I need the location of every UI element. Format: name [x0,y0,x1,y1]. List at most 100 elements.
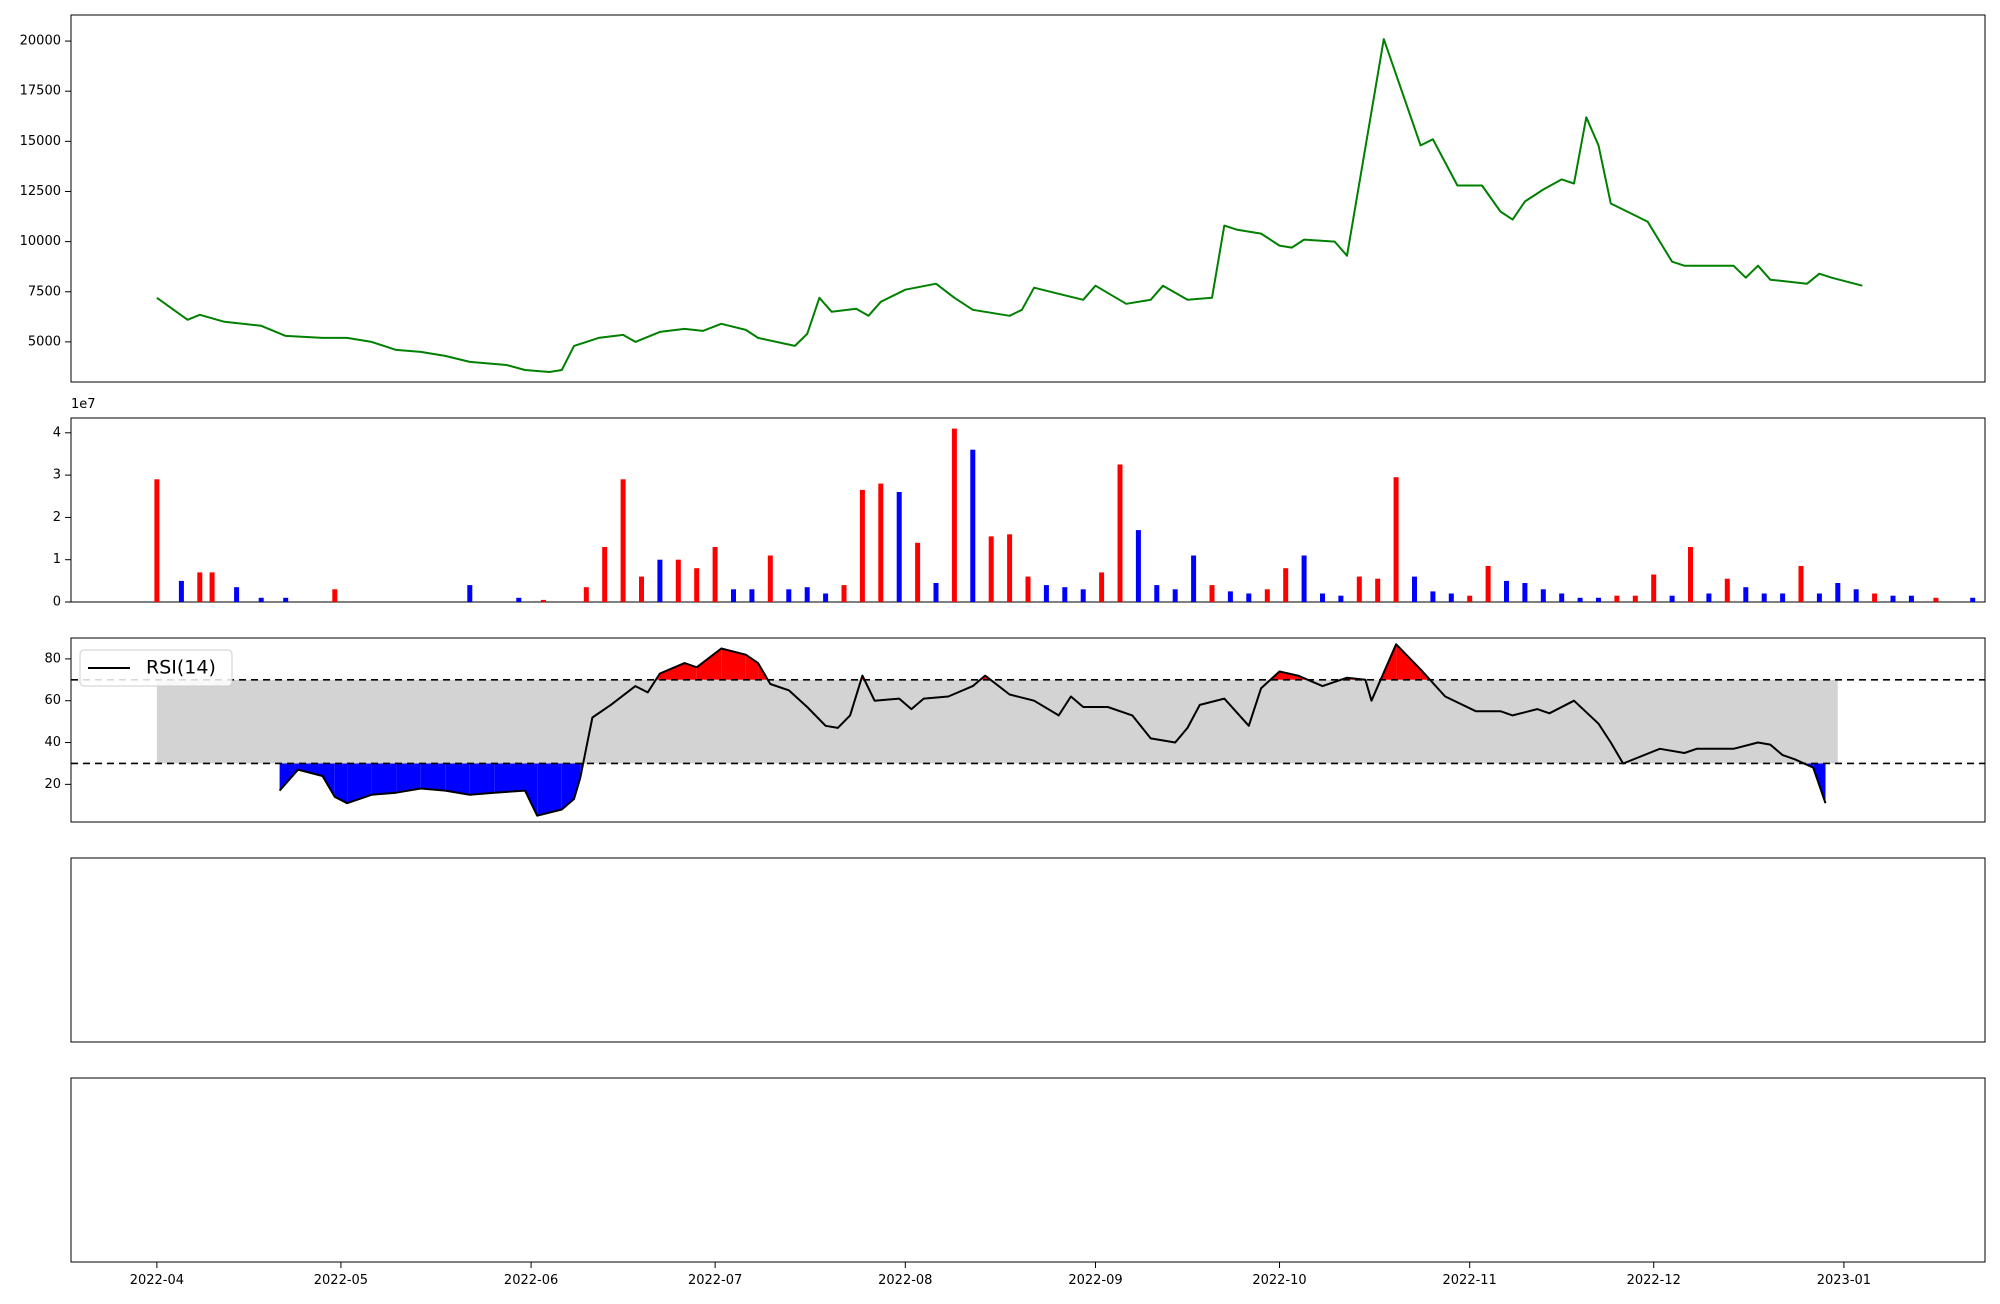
volume-bar [859,489,865,602]
price-y-tick-label: 20000 [20,34,61,49]
volume-bar [970,449,976,602]
volume-bar [197,572,203,602]
volume-bar [1780,593,1786,602]
volume-bar [1080,589,1086,602]
rsi-oversold-fill [525,763,538,816]
volume-bar [1099,572,1105,602]
volume-bar [1191,555,1197,602]
rsi-oversold-fill [574,763,581,799]
volume-bar [332,589,338,602]
volume-bar [1743,587,1749,602]
rsi-overbought-fill [721,648,746,680]
volume-offset-label: 1e7 [71,397,96,412]
volume-bar [988,536,994,602]
rsi-oversold-fill [561,763,574,810]
price-panel-frame [70,14,1986,383]
volume-bar [1264,589,1270,602]
volume-bar [1632,595,1638,602]
price-y-tick-label: 10000 [20,234,61,249]
rsi-oversold-fill [469,763,495,795]
volume-bar [1614,595,1620,602]
rsi-overbought-fill [696,648,722,680]
x-tick-label: 2022-12 [1627,1273,1681,1288]
volume-y-tick-label: 3 [53,468,61,483]
rsi-line [278,643,1827,817]
volume-bar [1559,593,1565,602]
x-tick-label: 2023-01 [1817,1273,1871,1288]
volume-bar [915,542,921,602]
volume-bar [1320,593,1325,602]
volume-bar [1706,593,1712,602]
volume-bar [1135,530,1141,602]
rsi-oversold-fill [420,763,446,791]
rsi-panel-frame [70,637,1986,823]
volume-bar [1412,576,1417,602]
volume-bar [896,492,902,602]
volume-bar [639,576,644,602]
volume-bar [749,589,755,602]
rsi-oversold-fill [334,763,348,804]
x-tick-label: 2022-08 [878,1273,932,1288]
volume-bar [1853,589,1859,602]
price-y-tick-label: 15000 [20,134,61,149]
volume-bar [1724,578,1730,602]
x-tick-label: 2022-06 [504,1273,558,1288]
rsi-legend-box [79,649,233,687]
volume-bar [583,587,589,602]
volume-bar [1908,595,1914,602]
rsi-y-tick-label: 40 [44,735,61,750]
price-y-tick-label: 17500 [20,84,61,99]
rsi-overbought-fill [1396,644,1421,680]
x-tick-label: 2022-07 [688,1273,742,1288]
volume-bar [1596,597,1601,602]
volume-y-tick-label: 1 [53,552,61,567]
volume-bar [154,479,160,602]
volume-bar [1467,595,1473,602]
price-line [156,38,1863,373]
volume-bar [283,597,289,602]
volume-bar [1970,597,1976,602]
x-tick-label: 2022-04 [130,1273,184,1288]
volume-bar [209,572,215,602]
rsi-oversold-fill [371,763,397,795]
volume-bar [1816,593,1822,602]
rsi-legend-label: RSI(14) [146,657,216,679]
volume-bar [1043,585,1049,602]
volume-bar [1933,597,1939,602]
volume-bar [1338,595,1344,602]
volume-bar [1651,574,1657,602]
rsi-neutral-band [156,679,1838,764]
rsi-oversold-fill [396,763,421,793]
volume-bar [1577,597,1583,602]
volume-bar [1798,566,1804,602]
volume-bar [767,555,773,602]
volume-bar [178,580,184,602]
rsi-oversold-fill [537,763,562,816]
stochastic-panel-frame [70,1077,1986,1263]
rsi-oversold-fill [279,763,298,791]
volume-bar [602,547,608,602]
price-y-tick-label: 12500 [20,184,61,199]
volume-bar [1835,583,1841,602]
x-tick-label: 2022-09 [1068,1273,1122,1288]
volume-bar [1375,578,1381,602]
volume-bar [933,583,939,602]
rsi-oversold-fill [445,763,470,795]
volume-bar [675,559,681,602]
volume-bar [1025,576,1031,602]
rsi-oversold-fill [494,763,525,793]
volume-bar [1007,534,1013,602]
volume-bar [1761,593,1767,602]
x-tick-label: 2022-11 [1443,1273,1497,1288]
volume-bar [1430,591,1436,602]
volume-bar [1504,580,1509,602]
volume-bar [1117,464,1123,602]
rsi-overbought-fill [1279,671,1298,680]
volume-bar [786,589,792,602]
volume-bar [1485,566,1491,602]
volume-bar [1172,589,1178,602]
volume-bar [1356,576,1362,602]
volume-bar [1283,568,1289,602]
rsi-y-tick-label: 80 [44,651,61,666]
